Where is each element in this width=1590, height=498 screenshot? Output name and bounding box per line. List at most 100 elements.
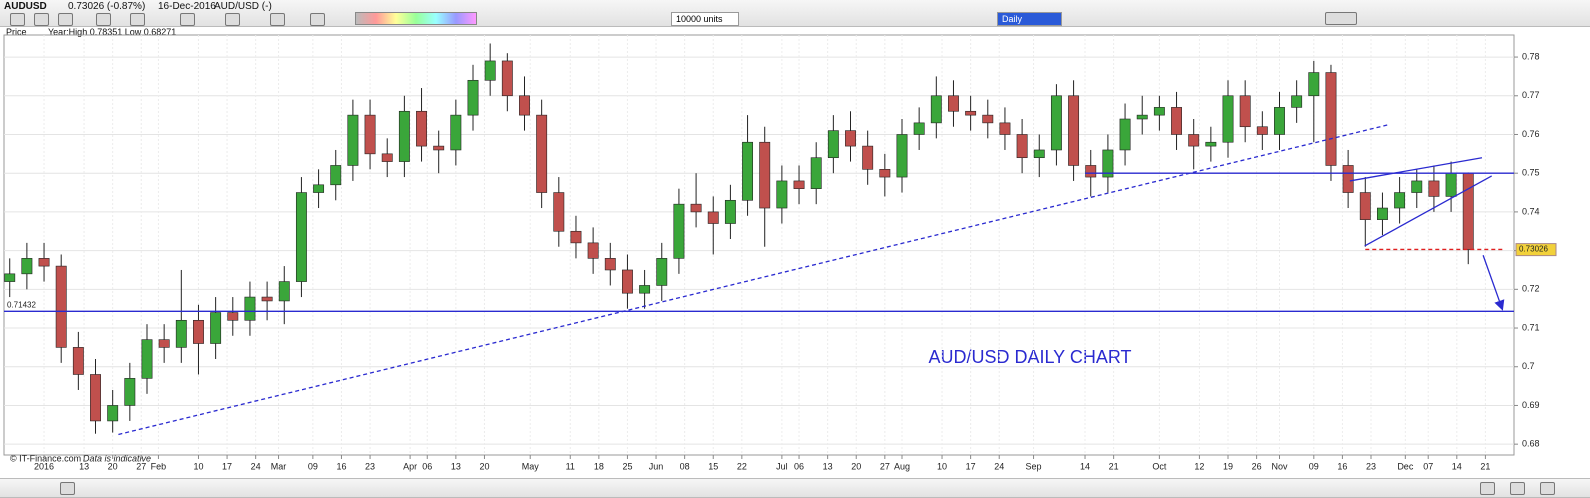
tool-icon[interactable] <box>10 13 25 26</box>
x-tick-label: Apr <box>403 461 417 471</box>
tool-icon[interactable] <box>96 13 111 26</box>
last-price-box <box>1515 243 1557 257</box>
candle-body <box>913 122 925 135</box>
tool-icon[interactable] <box>34 13 49 26</box>
candle-body <box>1033 149 1045 159</box>
x-tick-label: 21 <box>1109 461 1119 471</box>
candle-body <box>1428 180 1440 197</box>
y-tick-label: 0.68 <box>1522 439 1540 449</box>
x-tick-label: 14 <box>1080 461 1090 471</box>
candle-body <box>656 258 668 286</box>
candle-body <box>570 230 582 244</box>
x-tick-label: 20 <box>479 461 489 471</box>
x-tick-label: Nov <box>1271 461 1288 471</box>
x-tick-label: 16 <box>1337 461 1347 471</box>
candle-body <box>621 269 633 294</box>
candle-body <box>295 192 307 282</box>
candle-body <box>1085 165 1097 178</box>
candle-body <box>673 203 685 259</box>
x-tick-label: 24 <box>994 461 1004 471</box>
zoom-button[interactable] <box>1480 482 1495 495</box>
candle-body <box>845 130 856 147</box>
annotation-line <box>1349 157 1483 182</box>
candle-body <box>759 141 771 209</box>
y-tick-label: 0.76 <box>1522 129 1540 139</box>
candle-body <box>1291 95 1303 108</box>
x-tick-label: 17 <box>222 461 232 471</box>
candle-body <box>467 79 479 116</box>
candle-body <box>1188 134 1200 147</box>
x-tick-label: 13 <box>823 461 833 471</box>
x-tick-label: Feb <box>151 461 167 471</box>
x-tick-label: 21 <box>1480 461 1490 471</box>
chart-type-button[interactable] <box>1325 12 1357 25</box>
candle-body <box>1359 192 1371 220</box>
x-tick-label: 26 <box>1252 461 1262 471</box>
y-tick-label: 0.71 <box>1522 322 1540 332</box>
x-tick-label: 07 <box>1423 461 1433 471</box>
x-tick-label: 09 <box>1309 461 1319 471</box>
candle-body <box>827 130 839 159</box>
zoom-button[interactable] <box>1510 482 1525 495</box>
candle-body <box>227 312 239 321</box>
candle-body <box>4 273 16 282</box>
x-tick-label: Oct <box>1152 461 1167 471</box>
candle-body <box>1016 134 1028 159</box>
candle-body <box>124 378 136 406</box>
instrument: AUD/USD (-) <box>214 1 272 12</box>
candle-body <box>948 95 959 112</box>
candle-body <box>1153 107 1165 116</box>
candle-body <box>175 319 187 348</box>
x-tick-label: Dec <box>1397 461 1414 471</box>
interval-select[interactable]: Daily <box>997 12 1062 26</box>
candle-body <box>107 405 119 422</box>
x-tick-label: 06 <box>422 461 432 471</box>
x-tick-label: 09 <box>308 461 318 471</box>
annotation-line <box>1364 175 1493 247</box>
candle-body <box>278 281 290 302</box>
tool-icon[interactable] <box>180 13 195 26</box>
candle-body <box>690 203 702 213</box>
plot <box>4 35 1514 455</box>
candle-body <box>1222 95 1234 143</box>
x-tick-label: 23 <box>365 461 375 471</box>
candle-body <box>1256 126 1268 135</box>
candle-body <box>38 258 50 267</box>
x-tick-label: Mar <box>271 461 287 471</box>
tool-icon[interactable] <box>130 13 145 26</box>
x-tick-label: May <box>522 461 540 471</box>
x-tick-label: 16 <box>336 461 346 471</box>
x-tick-label: 13 <box>79 461 89 471</box>
candle-body <box>313 184 325 193</box>
candle-body <box>862 145 874 170</box>
tool-icon[interactable] <box>225 13 240 26</box>
candle-body <box>21 258 33 275</box>
candle-body <box>381 153 393 162</box>
zoom-button[interactable] <box>1540 482 1555 495</box>
candle-body <box>639 285 651 294</box>
x-tick-label: 25 <box>622 461 632 471</box>
color-palette[interactable] <box>355 12 477 25</box>
tool-icon[interactable] <box>310 13 325 26</box>
candle-body <box>793 180 805 189</box>
candle-body <box>1308 72 1320 97</box>
candle-body <box>742 141 754 201</box>
y-tick-label: 0.74 <box>1522 206 1540 216</box>
x-tick-label: Jun <box>649 461 664 471</box>
x-tick-label: 14 <box>1452 461 1462 471</box>
candle-body <box>1411 180 1423 193</box>
symbol[interactable]: AUDUSD <box>4 1 47 12</box>
candle-body <box>1239 95 1251 128</box>
units-select[interactable]: 10000 units <box>671 12 739 26</box>
tool-icon[interactable] <box>58 13 73 26</box>
candle-body <box>707 211 719 224</box>
price-label: Price <box>6 27 27 37</box>
candle-body <box>261 296 273 302</box>
candle-body <box>965 110 977 116</box>
x-tick-label: 11 <box>566 461 575 471</box>
candle-body <box>930 95 942 124</box>
candle-body <box>72 347 84 375</box>
candle-body <box>776 180 788 209</box>
nav-button[interactable] <box>60 482 75 495</box>
tool-icon[interactable] <box>270 13 285 26</box>
